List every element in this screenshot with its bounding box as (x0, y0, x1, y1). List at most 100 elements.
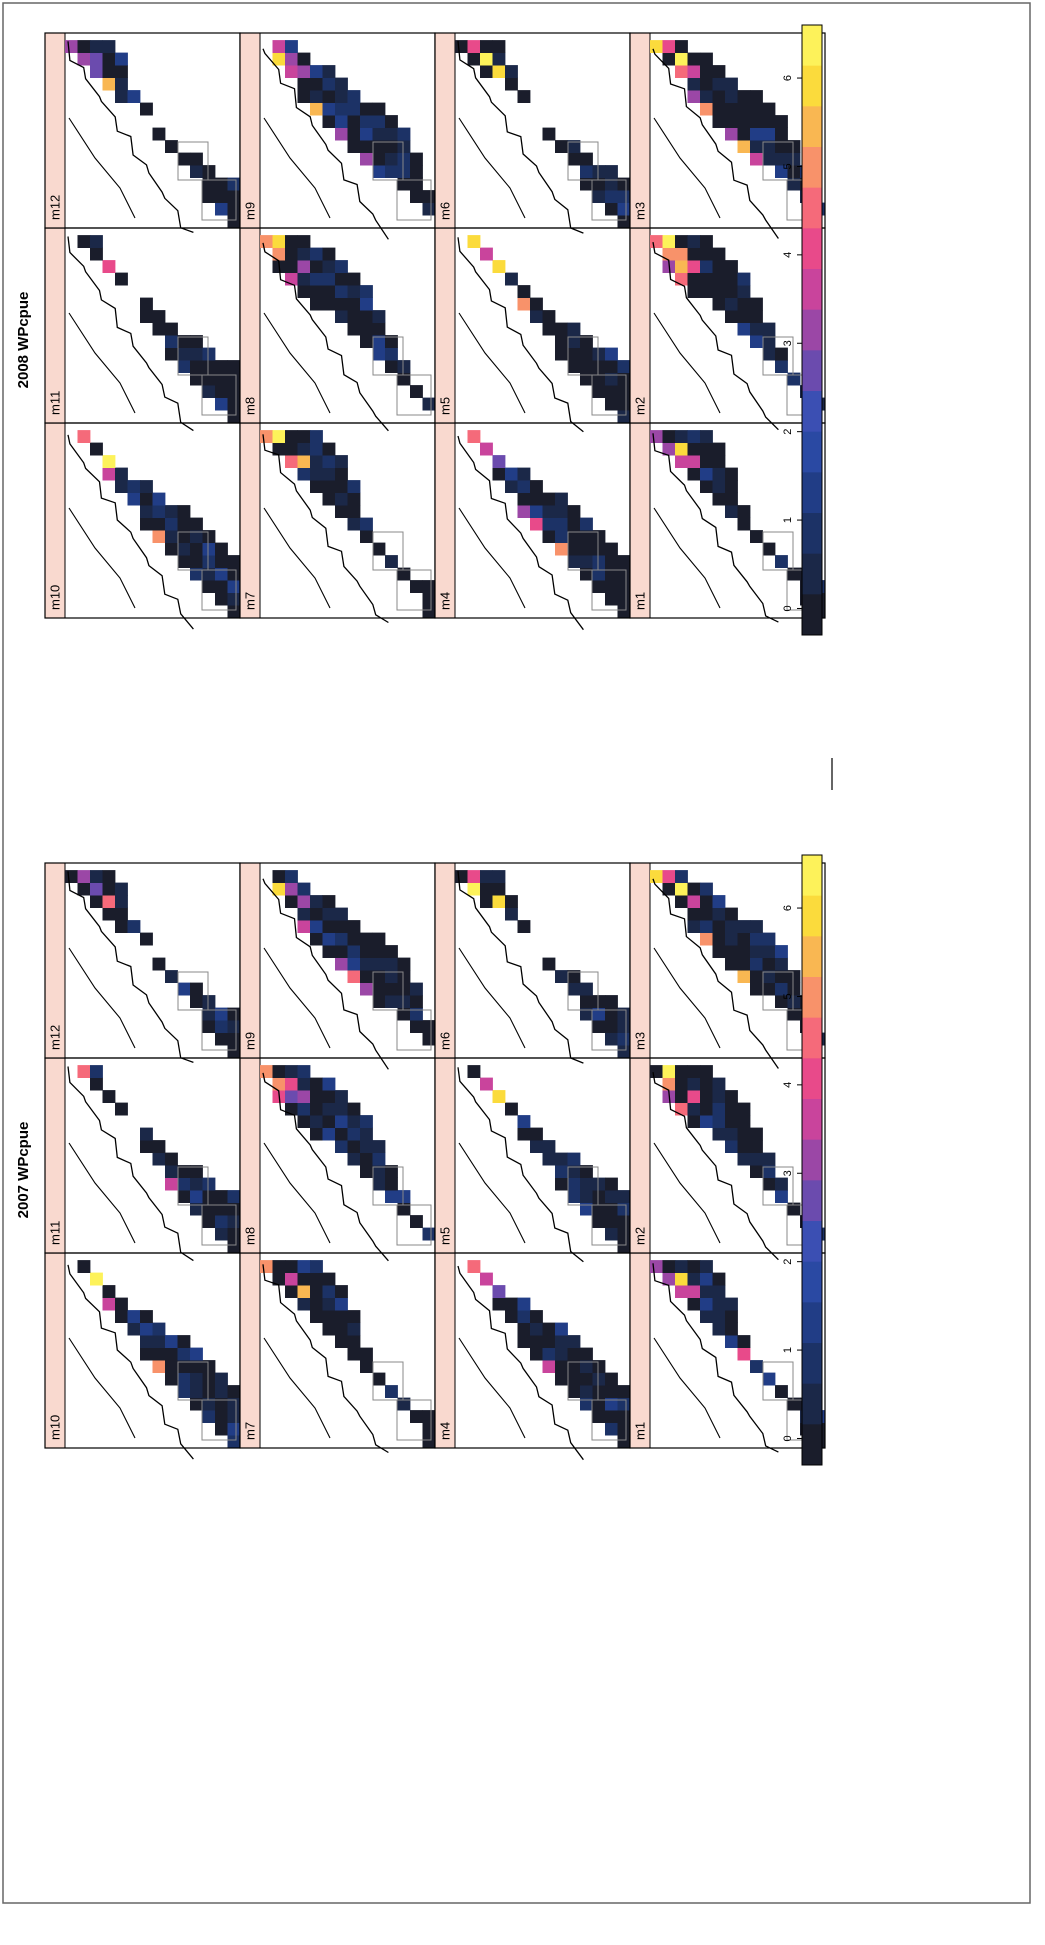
map-cell (580, 177, 593, 191)
map-cell (285, 1077, 298, 1091)
map-cell (725, 920, 738, 933)
map-cell (397, 995, 411, 1008)
map-cell (140, 310, 153, 323)
coastline (263, 312, 331, 414)
map-cell (115, 1297, 128, 1311)
map-cell (190, 567, 203, 581)
map-cell (592, 360, 606, 373)
map-cell (605, 1397, 618, 1411)
map-cell (227, 360, 241, 373)
map-cell (605, 1007, 618, 1021)
colorbar-band (802, 1423, 822, 1465)
map-cell (555, 1152, 568, 1166)
map-panel: m7 (239, 1252, 436, 1454)
map-cell (202, 1190, 216, 1203)
map-cell (580, 542, 593, 556)
map-cell (190, 530, 203, 543)
map-cell (687, 235, 701, 248)
map-cell (177, 1177, 191, 1191)
map-cell (90, 895, 103, 908)
map-cell (360, 335, 373, 348)
map-cell (712, 297, 726, 311)
map-cell (662, 52, 676, 66)
map-cell (567, 1165, 581, 1178)
map-cell (530, 1310, 543, 1323)
map-cell (567, 505, 581, 518)
coastline (68, 117, 136, 219)
colorbar-band (802, 309, 822, 351)
map-cell (115, 65, 128, 78)
map-cell (360, 285, 373, 298)
map-cell (592, 995, 606, 1008)
map-cell (687, 1272, 701, 1286)
map-cell (787, 567, 801, 581)
map-cell (650, 870, 663, 883)
map-cell (372, 1165, 386, 1178)
map-cell (385, 347, 398, 361)
map-cell (542, 310, 556, 323)
map-cell (592, 385, 606, 398)
map-cell (567, 360, 581, 373)
map-cell (165, 970, 178, 983)
map-cell (272, 235, 286, 248)
map-cell (335, 272, 348, 286)
map-cell (712, 1102, 726, 1116)
map-cell (737, 1347, 751, 1361)
map-cell (737, 285, 751, 298)
map-cell (725, 90, 738, 103)
map-cell (127, 1322, 141, 1336)
map-cell (712, 285, 726, 298)
region-box (177, 1166, 209, 1206)
map-cell (140, 1322, 153, 1336)
panel-strip (239, 227, 261, 424)
map-cell (397, 1202, 411, 1216)
map-cell (725, 1335, 738, 1348)
coastline (653, 507, 721, 609)
map-cell (530, 1322, 543, 1336)
map-cell (762, 140, 776, 153)
map-cell (700, 1090, 713, 1103)
panel-label: m6 (437, 1032, 452, 1050)
map-cell (787, 372, 801, 386)
coastline (652, 878, 779, 1069)
colorbar-band (802, 390, 822, 432)
map-cell (750, 932, 763, 946)
map-cell (372, 347, 386, 361)
map-cell (725, 932, 738, 946)
figure: 2007 WPcpue m10 m11 m12 m7 m8 m9 m4 m5 m6 m1 m2 m3 0 1… (15, 854, 826, 1466)
map-cell (675, 235, 688, 248)
map-cell (347, 310, 361, 323)
map-panel: m7 (239, 422, 436, 624)
map-cell (372, 542, 386, 556)
map-cell (580, 995, 593, 1008)
map-cell (215, 1020, 228, 1033)
map-cell (115, 1310, 128, 1323)
coastline (263, 947, 331, 1049)
map-cell (580, 1347, 593, 1361)
map-cell (385, 165, 398, 178)
map-cell (542, 127, 556, 141)
map-cell (592, 1397, 606, 1411)
map-cell (592, 1020, 606, 1033)
map-cell (177, 152, 191, 166)
map-cell (492, 260, 506, 273)
colorbar-band (802, 1342, 822, 1384)
map-cell (127, 1310, 141, 1323)
map-cell (297, 272, 311, 286)
map-cell (410, 177, 423, 191)
map-cell (505, 1310, 518, 1323)
map-cell (580, 1372, 593, 1386)
map-cell (580, 1190, 593, 1203)
map-cell (580, 152, 593, 166)
map-cell (272, 1077, 286, 1091)
map-cell (567, 322, 581, 336)
colorbar-frame (801, 24, 823, 636)
map-cell (410, 995, 423, 1008)
map-panel: m6 (434, 32, 631, 234)
map-cell (737, 115, 751, 128)
map-cell (725, 505, 738, 518)
map-cell (335, 285, 348, 298)
coastline (653, 947, 721, 1049)
map-cell (617, 190, 631, 203)
map-cell (360, 1165, 373, 1178)
